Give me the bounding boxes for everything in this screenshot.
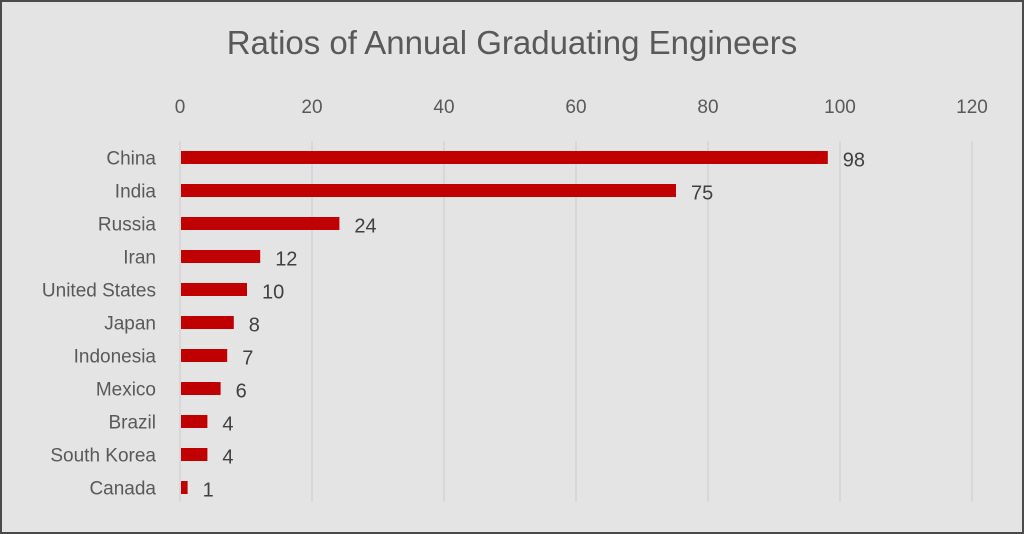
bar xyxy=(181,217,340,230)
category-label: Japan xyxy=(104,314,156,335)
bar xyxy=(181,151,828,164)
bar xyxy=(181,349,228,362)
category-label: Russia xyxy=(98,215,157,236)
x-tick-label: 100 xyxy=(824,97,856,118)
data-label: 8 xyxy=(249,315,260,337)
bar xyxy=(181,184,676,197)
data-label: 6 xyxy=(236,381,247,403)
x-tick-label: 0 xyxy=(175,97,186,118)
x-tick-label: 20 xyxy=(301,97,322,118)
bar xyxy=(181,283,247,296)
category-label: India xyxy=(115,182,157,203)
x-tick-label: 120 xyxy=(956,97,988,118)
x-axis-ticks: 0 20 40 60 80 100 120 xyxy=(175,97,988,118)
bar xyxy=(181,415,208,428)
bar xyxy=(181,250,261,263)
bar xyxy=(181,481,188,494)
x-tick-label: 80 xyxy=(697,97,718,118)
data-label: 1 xyxy=(203,480,214,502)
data-label: 75 xyxy=(691,183,713,205)
bar xyxy=(181,316,234,329)
category-label: United States xyxy=(42,281,156,302)
gridlines xyxy=(179,141,973,502)
data-label: 24 xyxy=(354,216,376,238)
data-label: 4 xyxy=(222,414,233,436)
category-labels: China India Russia Iran United States Japan In… xyxy=(42,149,157,500)
category-label: South Korea xyxy=(50,446,156,467)
data-label: 12 xyxy=(275,249,297,271)
bars xyxy=(181,151,828,494)
category-label: Indonesia xyxy=(74,347,157,368)
category-label: Brazil xyxy=(108,413,156,434)
x-tick-label: 40 xyxy=(433,97,454,118)
bar xyxy=(181,448,208,461)
category-label: Canada xyxy=(89,479,156,500)
bar xyxy=(181,382,221,395)
chart-title: Ratios of Annual Graduating Engineers xyxy=(226,24,798,61)
data-label: 10 xyxy=(262,282,284,304)
category-label: China xyxy=(106,149,156,170)
data-label: 98 xyxy=(843,150,865,172)
category-label: Mexico xyxy=(96,380,156,401)
data-label: 7 xyxy=(242,348,253,370)
x-tick-label: 60 xyxy=(565,97,586,118)
category-label: Iran xyxy=(123,248,156,269)
data-label: 4 xyxy=(222,447,233,469)
